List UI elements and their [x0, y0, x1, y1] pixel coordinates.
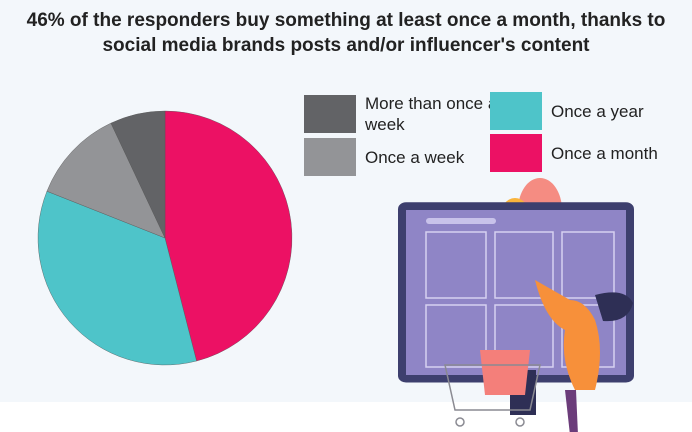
- online-shopping-illustration: [398, 178, 634, 432]
- legend-label: Once a year: [551, 101, 644, 121]
- legend-item-more-than-once-a-week: More than once a week: [304, 93, 525, 135]
- pie-slice-more-than-once-a-week: [110, 110, 166, 239]
- legend-swatch: [304, 95, 356, 133]
- pie-slice-once-a-week: [46, 122, 166, 239]
- legend-label: Once a week: [365, 147, 465, 167]
- legend-item-once-a-year: Once a year: [490, 92, 644, 130]
- legend-label: More than once a week: [365, 94, 498, 134]
- legend-swatch: [490, 134, 542, 172]
- legend-item-once-a-week: Once a week: [304, 138, 464, 176]
- legend-label: Once a month: [551, 143, 658, 163]
- legend-item-once-a-month: Once a month: [490, 134, 658, 172]
- chart-title: 46% of the responders buy something at l…: [26, 10, 666, 56]
- legend-swatch: [490, 92, 542, 130]
- pie-slice-once-a-month: [164, 110, 293, 362]
- legend-swatch: [304, 138, 356, 176]
- pie-slice-once-a-year: [37, 190, 197, 366]
